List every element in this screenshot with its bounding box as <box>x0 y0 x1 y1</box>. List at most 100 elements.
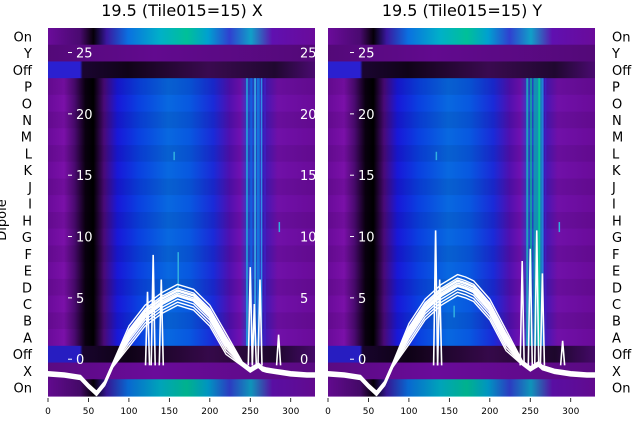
dipole-label: On <box>14 30 32 45</box>
overlay-line <box>327 279 595 394</box>
dipole-label: P <box>612 81 620 96</box>
heatmap-row-l <box>48 145 315 163</box>
x-tick-label: 50 <box>83 407 95 417</box>
heatmap-row-o <box>328 94 595 113</box>
heatmap-row-off <box>328 61 595 79</box>
x-axis: 0 50 100 150 200 250 300 <box>45 398 300 417</box>
heatmap-row-shade <box>328 145 595 162</box>
dipole-label: N <box>612 114 622 129</box>
heatmap-row-off <box>48 61 315 79</box>
overlay-y-tick-label: 25 <box>358 47 375 62</box>
heatmap-row-a <box>328 329 595 347</box>
dipole-label: B <box>612 315 621 330</box>
overlay-y-ticks: 0 5 10 15 20 25 <box>68 47 93 368</box>
rfi-dash <box>278 222 281 233</box>
overlay-spike <box>527 248 534 366</box>
dipole-label: On <box>612 382 630 397</box>
heatmap-row-g <box>48 228 315 247</box>
heatmap-row-o <box>48 94 315 113</box>
heatmap-row-b <box>48 312 315 330</box>
overlay-y-tick-label: 15 <box>358 169 375 184</box>
rfi-stripe <box>254 78 256 346</box>
dipole-label: A <box>23 331 32 346</box>
heatmap-row-e <box>48 262 315 280</box>
dipole-label: H <box>612 214 622 229</box>
x-tick-label: 200 <box>201 407 218 417</box>
heatmap-row-shade <box>328 111 595 129</box>
heatmap-row-n <box>48 111 315 129</box>
overlay-spike <box>150 254 156 366</box>
overlay-spike <box>436 279 443 366</box>
heatmap-row-shade <box>48 111 315 129</box>
heatmap-row-y <box>328 44 595 63</box>
dipole-label: K <box>23 164 32 179</box>
heatmap-row-e <box>328 262 595 280</box>
overlay-spike <box>247 267 254 366</box>
heatmap-row-j <box>328 178 595 196</box>
dipole-label: I <box>612 198 616 213</box>
overlay-spike <box>519 261 525 366</box>
heatmap-row-k <box>328 161 595 180</box>
dipole-label: H <box>22 214 32 229</box>
heatmap-row-shade <box>48 145 315 162</box>
heatmap-row-g <box>328 228 595 247</box>
overlay-y-tick-label: 25 <box>76 47 93 62</box>
heatmap-row-on <box>48 379 315 397</box>
rfi-stripe <box>533 78 542 346</box>
rfi-stripe <box>250 78 253 346</box>
overlay-y-tick-label: 20 <box>358 108 375 123</box>
x-tick-label: 250 <box>242 407 259 417</box>
dipole-label: F <box>612 248 619 263</box>
x-tick-label: 100 <box>400 407 417 417</box>
overlay-y-tick-label: 20 <box>76 108 93 123</box>
panel-title: 19.5 (Tile015=15) X <box>101 1 263 20</box>
overlay-line <box>327 294 595 397</box>
panel-title: 19.5 (Tile015=15) Y <box>382 1 543 20</box>
overlay-spike <box>559 340 566 366</box>
heatmap-area <box>328 28 595 397</box>
dipole-label: G <box>22 231 32 246</box>
rfi-stripe <box>541 78 544 346</box>
rfi-dash <box>558 222 561 233</box>
heatmap-row-on <box>328 379 595 397</box>
heatmap-row-shade <box>328 312 595 330</box>
dipole-label: B <box>23 315 32 330</box>
dipole-label: E <box>612 265 620 280</box>
dipole-label: L <box>612 147 620 162</box>
overlay-spike <box>144 291 151 366</box>
overlay-y-ticks: 0 0 5 5 10 10 15 15 20 20 25 25 <box>300 47 375 369</box>
x-tick-label: 300 <box>282 407 299 417</box>
heatmap-row-on <box>48 28 315 46</box>
overlay-line <box>47 304 315 397</box>
heatmap-row-a <box>48 329 315 347</box>
x-tick-label: 250 <box>522 407 539 417</box>
heatmap-row-y <box>48 44 315 63</box>
heatmap-row-shade <box>48 278 315 296</box>
dipole-label: E <box>24 265 32 280</box>
dipole-label: J <box>611 181 616 196</box>
dipole-label: X <box>612 365 621 380</box>
dipole-label: O <box>22 97 32 112</box>
overlay-spike <box>539 273 546 366</box>
x-tick-label: 150 <box>441 407 458 417</box>
x-tick-label: 200 <box>481 407 498 417</box>
dipole-label: P <box>24 81 32 96</box>
rfi-stripe <box>264 78 267 346</box>
overlay-y-tick-label: 5 <box>76 292 84 307</box>
overlay-y-tick-label: 20 <box>300 108 317 123</box>
dipole-label: Off <box>13 64 33 79</box>
dipole-label: G <box>612 231 622 246</box>
overlay-spike <box>251 303 258 366</box>
overlay-lines <box>47 254 315 397</box>
rfi-stripe <box>526 78 529 346</box>
dipole-label: L <box>25 147 33 162</box>
dipole-label: D <box>22 281 32 296</box>
dipole-label: J <box>27 181 32 196</box>
overlay-y-tick-label: 0 <box>300 353 308 368</box>
rfi-dash <box>173 151 175 161</box>
heatmap-row-i <box>328 195 595 213</box>
rfi-stripe <box>544 78 547 346</box>
overlay-y-tick-label: 10 <box>76 231 93 246</box>
dipole-label: On <box>14 382 32 397</box>
